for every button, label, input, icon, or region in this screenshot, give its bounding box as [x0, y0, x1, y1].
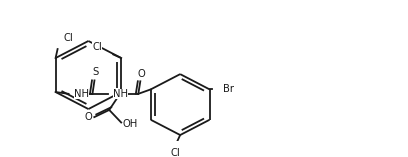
Text: NH: NH	[73, 89, 89, 99]
Text: NH: NH	[113, 89, 129, 99]
Text: Cl: Cl	[92, 42, 102, 52]
Text: OH: OH	[122, 119, 138, 129]
Text: Cl: Cl	[170, 148, 180, 157]
Text: Cl: Cl	[64, 33, 73, 43]
Text: Br: Br	[224, 84, 235, 94]
Text: O: O	[137, 69, 145, 79]
Text: O: O	[84, 112, 92, 122]
Text: S: S	[92, 67, 99, 77]
